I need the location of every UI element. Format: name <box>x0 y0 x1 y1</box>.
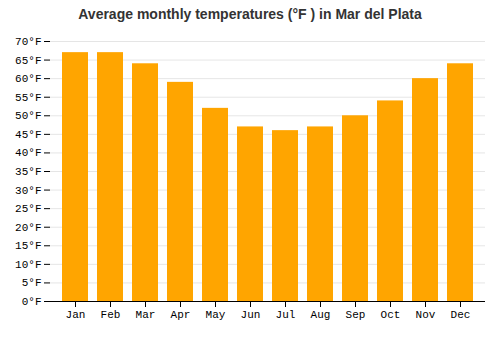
html-text:Average monthly temperatures (: Average monthly temperatures (°F ) in Ma… <box>78 6 422 22</box>
svg-text:30°F: 30°F <box>15 185 41 197</box>
svg-text:May: May <box>206 309 226 321</box>
svg-text:10°F: 10°F <box>15 259 41 271</box>
svg-text:60°F: 60°F <box>15 73 41 85</box>
svg-text:40°F: 40°F <box>15 147 41 159</box>
svg-text:65°F: 65°F <box>15 55 41 67</box>
svg-text:25°F: 25°F <box>15 203 41 215</box>
svg-text:45°F: 45°F <box>15 129 41 141</box>
svg-text:70°F: 70°F <box>15 36 41 48</box>
svg-text:Jul: Jul <box>276 309 296 321</box>
svg-text:15°F: 15°F <box>15 240 41 252</box>
svg-text:Sep: Sep <box>346 309 366 321</box>
svg-text:Feb: Feb <box>101 309 121 321</box>
svg-text:Jan: Jan <box>66 309 86 321</box>
svg-text:Apr: Apr <box>171 309 191 321</box>
svg-text:Aug: Aug <box>311 309 331 321</box>
svg-text:0°F: 0°F <box>22 296 42 308</box>
svg-text:5°F: 5°F <box>22 277 42 289</box>
svg-text:20°F: 20°F <box>15 222 41 234</box>
svg-text:50°F: 50°F <box>15 110 41 122</box>
svg-text:Oct: Oct <box>381 309 401 321</box>
svg-text:55°F: 55°F <box>15 92 41 104</box>
svg-text:Dec: Dec <box>451 309 471 321</box>
svg-text:Nov: Nov <box>416 309 436 321</box>
svg-text:Mar: Mar <box>136 309 156 321</box>
svg-text:Jun: Jun <box>241 309 261 321</box>
svg-text:35°F: 35°F <box>15 166 41 178</box>
